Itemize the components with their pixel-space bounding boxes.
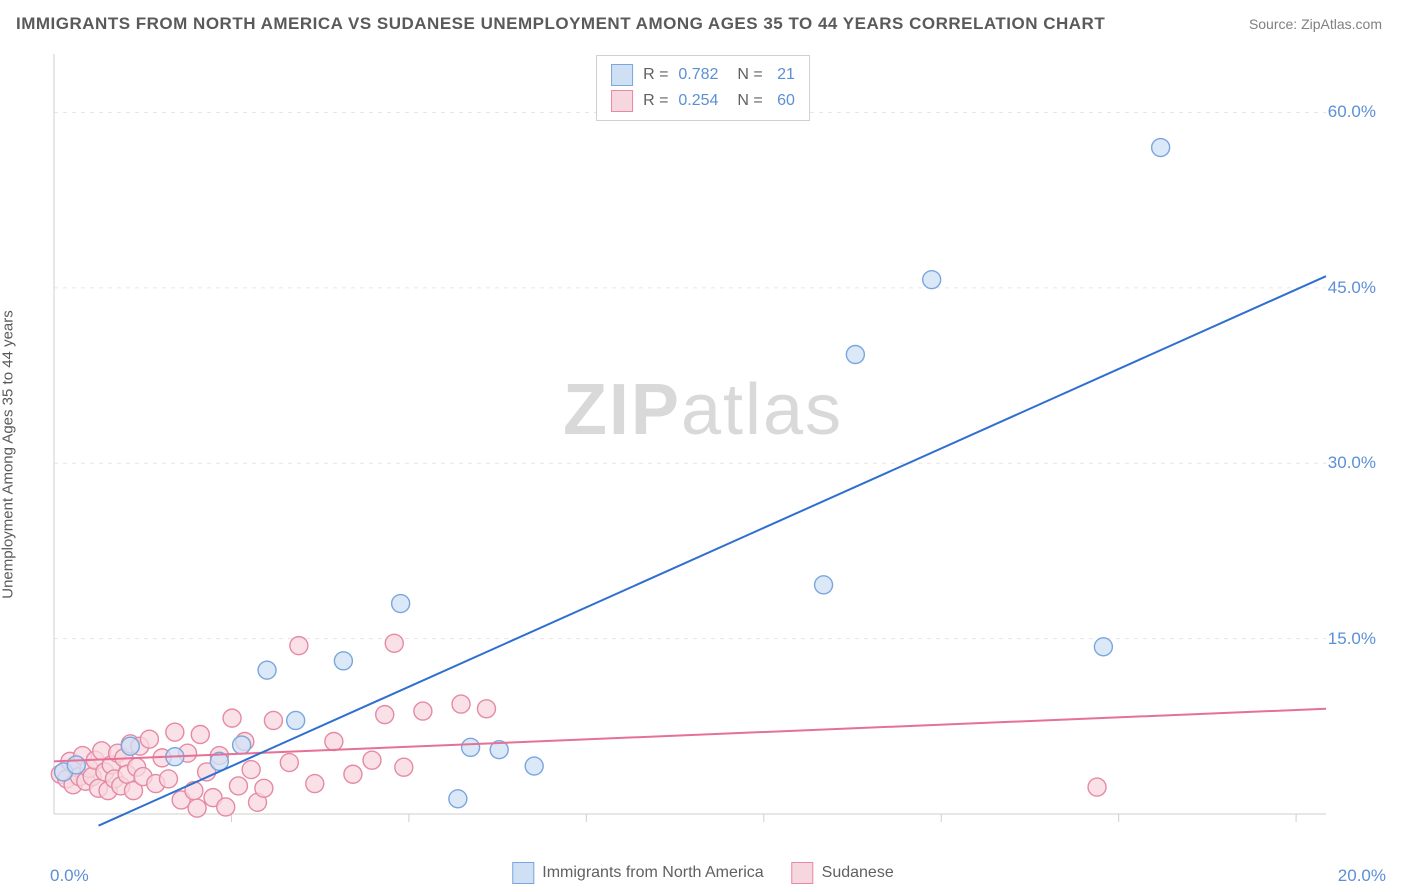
- legend-r-value: 0.254: [678, 92, 718, 110]
- legend-correlation: R = 0.782 N = 21 R = 0.254 N = 60: [596, 55, 810, 121]
- chart-area: 15.0%30.0%45.0%60.0%: [50, 50, 1386, 842]
- legend-r-label: R =: [643, 92, 668, 110]
- legend-corr-row: R = 0.782 N = 21: [611, 62, 795, 88]
- legend-series: Immigrants from North America Sudanese: [512, 862, 893, 884]
- chart-title: IMMIGRANTS FROM NORTH AMERICA VS SUDANES…: [16, 14, 1105, 34]
- legend-swatch: [512, 862, 534, 884]
- legend-n-value: 60: [773, 92, 795, 110]
- legend-n-label: N =: [728, 66, 762, 84]
- legend-swatch: [611, 64, 633, 86]
- legend-series-label: Immigrants from North America: [542, 864, 763, 882]
- legend-series-label: Sudanese: [822, 864, 894, 882]
- legend-corr-row: R = 0.254 N = 60: [611, 88, 795, 114]
- legend-swatch: [611, 90, 633, 112]
- x-axis-max-label: 20.0%: [1338, 866, 1386, 886]
- legend-swatch: [792, 862, 814, 884]
- legend-series-item: Immigrants from North America: [512, 862, 763, 884]
- legend-n-value: 21: [773, 66, 795, 84]
- x-axis-origin-label: 0.0%: [50, 866, 89, 886]
- legend-r-value: 0.782: [678, 66, 718, 84]
- source-label: Source: ZipAtlas.com: [1249, 16, 1382, 32]
- scatter-plot: [50, 50, 1386, 842]
- y-axis-label: Unemployment Among Ages 35 to 44 years: [0, 310, 17, 599]
- legend-series-item: Sudanese: [792, 862, 894, 884]
- legend-n-label: N =: [728, 92, 762, 110]
- legend-r-label: R =: [643, 66, 668, 84]
